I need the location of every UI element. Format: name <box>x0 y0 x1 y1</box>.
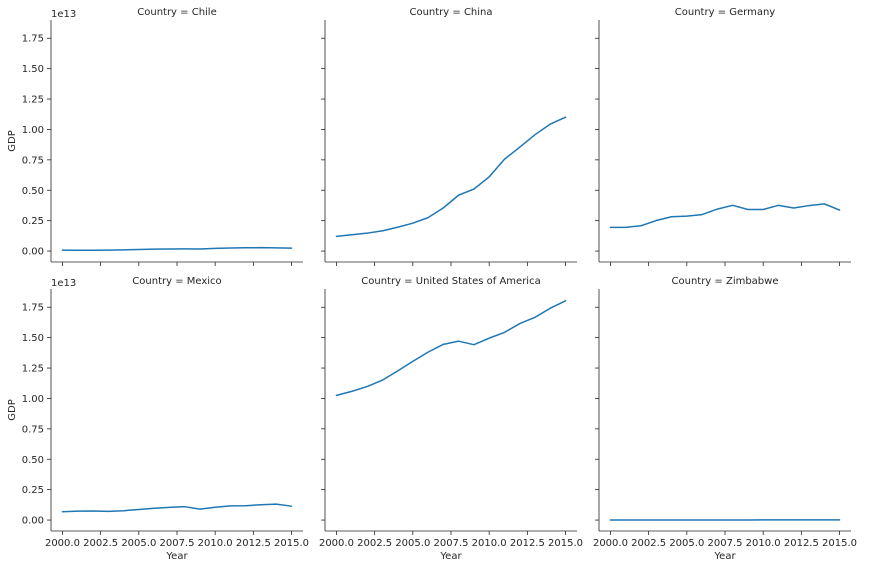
x-tick-label: 2000.0 <box>45 538 80 549</box>
y-tick-label: 0.50 <box>22 186 44 197</box>
y-tick-label: 1.25 <box>22 95 44 106</box>
x-tick-label: 2012.5 <box>784 538 819 549</box>
x-axis-label: Year <box>713 551 736 562</box>
y-axis-label: GDP <box>7 399 18 420</box>
y-axis-label: GDP <box>7 130 18 151</box>
x-tick-label: 2007.5 <box>708 538 743 549</box>
y-tick-label: 1.25 <box>22 364 44 375</box>
facet-title-germany: Country = Germany <box>675 7 776 18</box>
y-tick-label: 1.00 <box>22 394 44 405</box>
x-tick-label: 2012.5 <box>236 538 271 549</box>
x-tick-label: 2005.0 <box>395 538 430 549</box>
facet-panel-china: Country = China <box>321 7 577 266</box>
x-tick-label: 2015.0 <box>822 538 857 549</box>
y-tick-label: 1.75 <box>22 34 44 45</box>
y-tick-label: 0.25 <box>22 485 44 496</box>
facet-title-chile: Country = Chile <box>137 7 217 18</box>
y-tick-label: 0.25 <box>22 216 44 227</box>
x-axis-label: Year <box>165 551 188 562</box>
x-tick-label: 2012.5 <box>510 538 545 549</box>
x-tick-label: 2000.0 <box>593 538 628 549</box>
y-offset-label: 1e13 <box>51 278 76 289</box>
y-offset-label: 1e13 <box>51 9 76 20</box>
x-axis-label: Year <box>439 551 462 562</box>
series-line-china <box>336 117 565 236</box>
facet-panel-germany: Country = Germany <box>595 7 851 266</box>
x-tick-label: 2002.5 <box>83 538 118 549</box>
x-tick-label: 2002.5 <box>631 538 666 549</box>
facet-panel-chile: Country = Chile 0.00 0.25 0.50 0.75 1.00 1.25 1… <box>7 7 303 266</box>
series-line-chile <box>62 248 291 251</box>
x-tick-label: 2005.0 <box>121 538 156 549</box>
y-tick-label: 1.50 <box>22 333 44 344</box>
series-line-germany <box>610 204 839 227</box>
y-tick-label: 0.00 <box>22 247 44 258</box>
y-tick-label: 0.75 <box>22 424 44 435</box>
facet-panel-mexico: Country = Mexico 0.00 0.25 0.50 0.75 1.00 1.25… <box>7 276 309 562</box>
x-tick-label: 2007.5 <box>434 538 469 549</box>
y-tick-label: 0.00 <box>22 516 44 527</box>
y-tick-label: 0.75 <box>22 155 44 166</box>
x-tick-label: 2000.0 <box>319 538 354 549</box>
y-tick-label: 1.00 <box>22 125 44 136</box>
facet-title-mexico: Country = Mexico <box>132 276 221 287</box>
facet-title-united-states-of-america: Country = United States of America <box>361 276 540 287</box>
x-tick-label: 2010.0 <box>198 538 233 549</box>
series-line-mexico <box>62 504 291 512</box>
facet-title-china: Country = China <box>409 7 492 18</box>
x-tick-label: 2002.5 <box>357 538 392 549</box>
y-tick-label: 1.75 <box>22 303 44 314</box>
x-tick-label: 2015.0 <box>274 538 309 549</box>
x-tick-label: 2010.0 <box>472 538 507 549</box>
x-tick-label: 2015.0 <box>548 538 583 549</box>
series-line-united-states-of-america <box>336 301 565 396</box>
facet-title-zimbabwe: Country = Zimbabwe <box>672 276 779 287</box>
x-tick-label: 2007.5 <box>160 538 195 549</box>
x-tick-label: 2010.0 <box>746 538 781 549</box>
facet-panel-united-states-of-america: Country = United States of America 2000.0… <box>319 276 583 562</box>
y-tick-label: 1.50 <box>22 64 44 75</box>
x-tick-label: 2005.0 <box>669 538 704 549</box>
y-tick-label: 0.50 <box>22 455 44 466</box>
